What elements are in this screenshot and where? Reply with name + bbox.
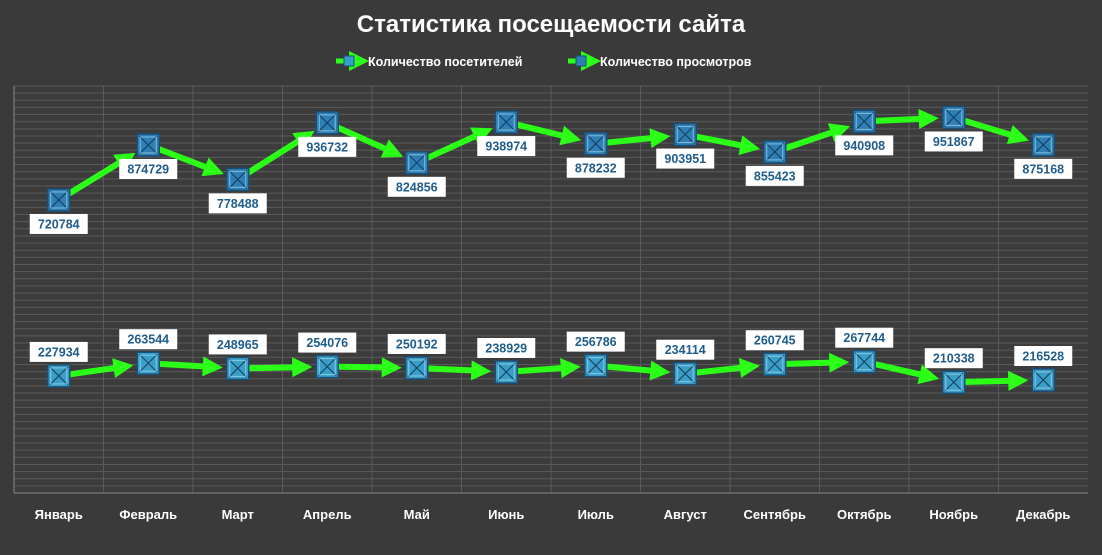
legend-label-visitors: Количество посетителей [368, 55, 522, 69]
data-label: 903951 [656, 148, 715, 169]
data-label: 824856 [387, 176, 446, 197]
data-label-text: 256786 [575, 335, 617, 349]
legend-label-views: Количество просмотров [600, 55, 752, 69]
data-label: 263544 [119, 329, 178, 350]
data-label: 254076 [298, 332, 357, 353]
data-point-marker [1031, 133, 1055, 157]
data-label-text: 940908 [843, 139, 885, 153]
x-tick-label: Март [222, 507, 254, 522]
data-point-marker [315, 111, 339, 135]
x-tick-label: Декабрь [1016, 507, 1070, 522]
data-label-text: 855423 [754, 169, 796, 183]
data-label: 210338 [924, 348, 983, 369]
data-label-text: 874729 [127, 163, 169, 177]
legend-marker-views [575, 55, 587, 67]
data-point-marker [494, 360, 518, 384]
data-label-text: 824856 [396, 180, 438, 194]
data-point-marker [942, 370, 966, 394]
data-label: 951867 [924, 131, 983, 152]
data-label-text: 875168 [1022, 162, 1064, 176]
data-label-text: 936732 [306, 140, 348, 154]
data-label-text: 250192 [396, 337, 438, 351]
data-point-marker [942, 105, 966, 130]
data-point-marker [405, 151, 429, 175]
data-point-marker [47, 364, 71, 388]
data-label: 248965 [208, 334, 267, 355]
data-point-marker [852, 109, 876, 134]
x-tick-label: Ноябрь [929, 507, 978, 522]
data-point-marker [226, 167, 250, 192]
data-label-text: 216528 [1022, 349, 1064, 363]
data-label: 940908 [835, 135, 894, 156]
data-point-marker [494, 110, 518, 134]
data-point-marker [47, 188, 71, 212]
data-label-text: 260745 [754, 334, 796, 348]
data-label-text: 778488 [217, 197, 259, 211]
data-point-marker [136, 133, 160, 157]
data-label: 260745 [745, 330, 804, 351]
series-layer: 227934 263544 248965 254076 250192 238929 2567… [29, 105, 1073, 394]
data-label: 875168 [1014, 158, 1073, 179]
data-label-text: 227934 [38, 345, 80, 359]
data-label-text: 878232 [575, 161, 617, 175]
x-tick-label: Июнь [488, 507, 524, 522]
x-tick-label: Август [664, 507, 707, 522]
gridlines [14, 85, 1088, 494]
x-tick-label: Май [404, 507, 430, 522]
x-tick-label: Июль [578, 507, 614, 522]
data-label-text: 938974 [485, 140, 527, 154]
legend-item-visitors: Количество посетителей [336, 51, 522, 71]
legend: Количество посетителей Количество просмо… [336, 51, 752, 71]
data-label: 855423 [745, 165, 804, 186]
data-label: 938974 [477, 136, 536, 157]
x-tick-label: Октябрь [837, 507, 892, 522]
data-label-text: 234114 [665, 343, 706, 357]
series-1: 720784 874729 778488 936732 824856 938974 8782… [29, 105, 1073, 234]
x-tick-label: Февраль [119, 507, 177, 522]
data-point-marker [226, 356, 250, 381]
data-label-text: 254076 [306, 336, 348, 350]
data-label-text: 248965 [217, 338, 259, 352]
data-point-marker [852, 349, 876, 374]
data-label: 778488 [208, 193, 267, 214]
data-point-marker [136, 351, 160, 375]
data-label-text: 210338 [933, 352, 975, 366]
series-0: 227934 263544 248965 254076 250192 238929 2567… [29, 327, 1073, 394]
data-label: 874729 [119, 159, 178, 180]
legend-item-views: Количество просмотров [568, 51, 752, 71]
x-tick-label: Январь [35, 507, 83, 522]
data-label: 238929 [477, 337, 536, 358]
data-label-text: 951867 [933, 135, 975, 149]
data-label-text: 263544 [127, 333, 169, 347]
data-label: 267744 [835, 327, 894, 348]
data-label-text: 903951 [664, 152, 706, 166]
data-point-marker [763, 140, 787, 164]
data-point-marker [584, 132, 608, 156]
data-label: 720784 [29, 213, 88, 234]
data-label-text: 720784 [38, 217, 80, 231]
data-label: 878232 [566, 157, 625, 178]
data-point-marker [673, 361, 697, 386]
data-label-text: 238929 [485, 341, 527, 355]
x-tick-label: Сентябрь [744, 507, 806, 522]
data-point-marker [315, 354, 339, 379]
data-label: 256786 [566, 331, 625, 352]
legend-marker-visitors [343, 55, 355, 67]
data-label-text: 267744 [843, 331, 885, 345]
data-point-marker [1031, 368, 1055, 392]
data-point-marker [584, 353, 608, 378]
data-point-marker [673, 122, 697, 147]
data-point-marker [405, 356, 429, 380]
data-label: 234114 [656, 339, 715, 360]
data-label: 250192 [387, 333, 446, 354]
data-point-marker [763, 352, 787, 376]
x-axis-ticks: Январь Февраль Март Апрель Май Июнь Июль Август… [35, 507, 1071, 522]
chart-title: Статистика посещаемости сайта [357, 11, 746, 38]
data-label: 936732 [298, 136, 357, 157]
x-tick-label: Апрель [303, 507, 352, 522]
data-label: 227934 [29, 341, 88, 362]
data-label: 216528 [1014, 345, 1073, 366]
